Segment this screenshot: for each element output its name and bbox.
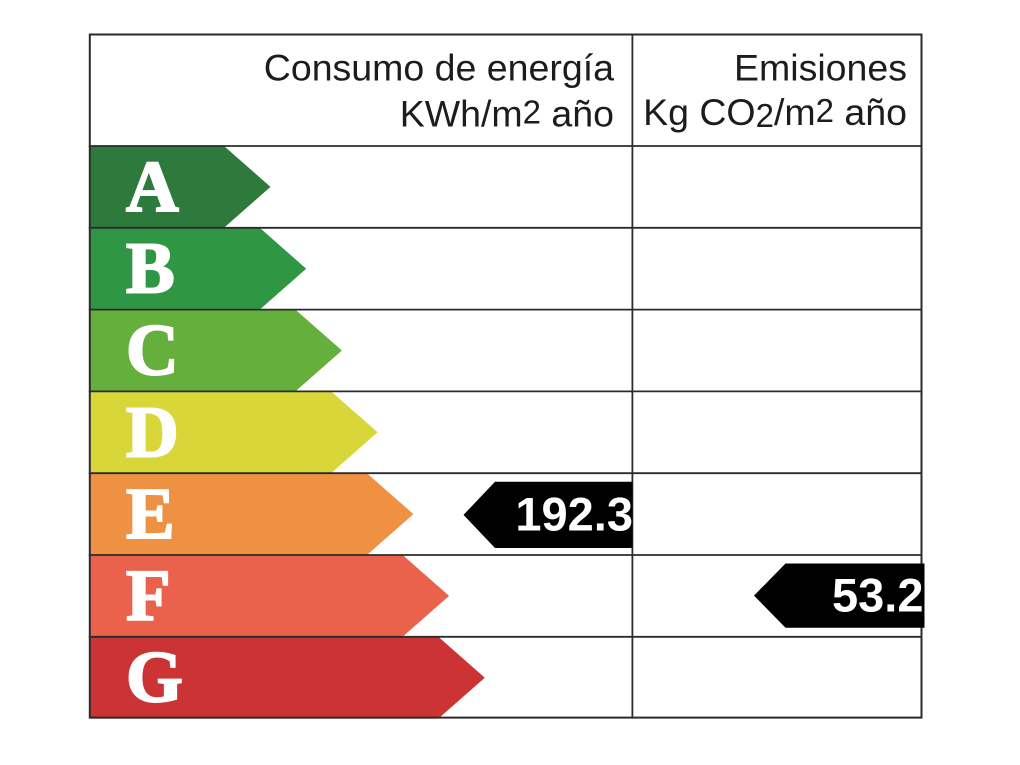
svg-text:G: G xyxy=(126,637,183,718)
svg-text:A: A xyxy=(126,146,179,227)
svg-text:C: C xyxy=(126,310,179,391)
svg-text:E: E xyxy=(126,473,175,554)
svg-text:Consumo de energía: Consumo de energía xyxy=(264,47,614,89)
svg-text:Kg CO2/m2 año: Kg CO2/m2 año xyxy=(643,91,907,134)
svg-text:F: F xyxy=(126,555,171,636)
svg-text:Emisiones: Emisiones xyxy=(734,47,907,89)
svg-text:192.3: 192.3 xyxy=(515,488,633,541)
svg-text:D: D xyxy=(126,391,179,472)
svg-text:KWh/m2 año: KWh/m2 año xyxy=(400,93,614,135)
svg-text:53.2: 53.2 xyxy=(832,569,923,622)
svg-text:B: B xyxy=(126,228,175,309)
